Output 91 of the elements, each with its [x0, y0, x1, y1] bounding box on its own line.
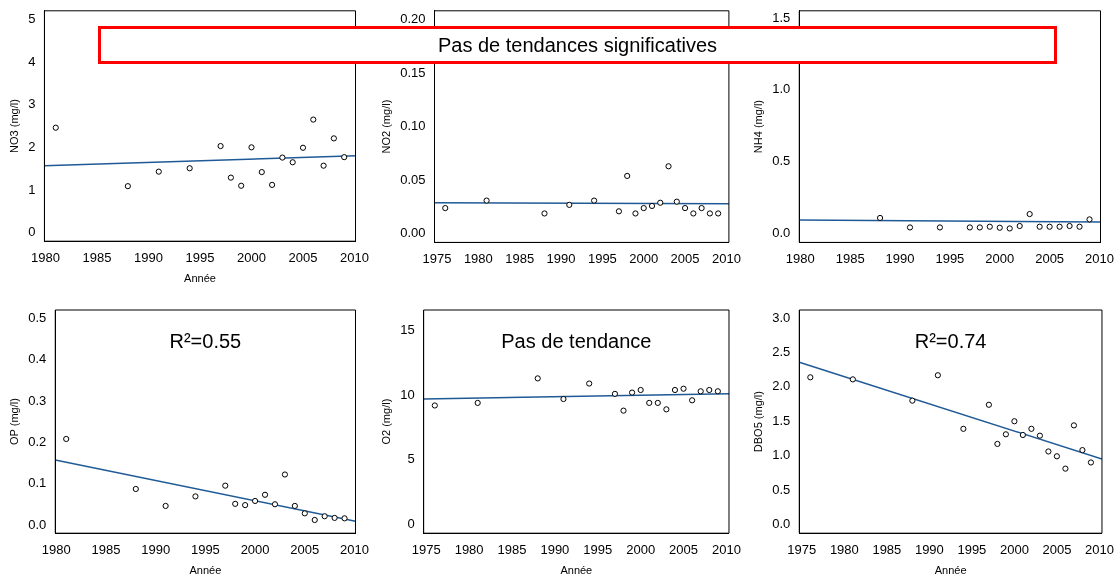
y-axis-title: OP (mg/l) [7, 398, 20, 446]
x-tick-label: 2005 [288, 249, 318, 265]
x-tick-label: 1990 [134, 249, 163, 265]
x-axis-title: Année [184, 272, 216, 285]
x-tick-label: 2000 [629, 250, 659, 266]
x-tick-label: 2010 [711, 250, 741, 266]
y-tick-label: 0.05 [400, 171, 426, 187]
y-tick-label: 4 [28, 53, 36, 69]
x-tick-label: 2000 [237, 249, 266, 265]
y-axis-title: NO2 (mg/l) [379, 99, 392, 154]
x-tick-label: 1995 [190, 541, 220, 557]
y-tick-label: 1.5 [772, 412, 791, 428]
x-tick-label: 1980 [829, 541, 859, 557]
annotation: R²=0.74 [914, 329, 987, 352]
x-tick-label: 1995 [587, 250, 617, 266]
x-tick-label: 1980 [41, 541, 71, 557]
y-tick-label: 0.00 [400, 225, 426, 241]
x-tick-label: 1985 [91, 541, 121, 557]
x-tick-label: 1990 [914, 541, 944, 557]
y-tick-label: 0.10 [400, 118, 426, 134]
x-tick-label: 2010 [1084, 541, 1114, 557]
x-tick-label: 2005 [1035, 250, 1065, 266]
y-tick-label: 0.5 [772, 153, 791, 169]
x-tick-label: 2010 [340, 541, 369, 557]
y-tick-label: 0.0 [772, 225, 791, 241]
y-tick-label: 2.0 [772, 378, 791, 394]
x-tick-label: 2000 [626, 541, 656, 557]
y-axis-title: NH4 (mg/l) [751, 100, 764, 154]
x-tick-label: 1985 [82, 249, 112, 265]
x-tick-label: 2005 [1042, 541, 1072, 557]
y-tick-label: 2 [28, 138, 36, 154]
x-tick-label: 1990 [885, 250, 915, 266]
x-tick-label: 1975 [422, 250, 452, 266]
y-tick-label: 0.5 [28, 309, 47, 325]
x-tick-label: 1980 [454, 541, 484, 557]
x-axis-title: Année [560, 564, 593, 577]
y-tick-label: 10 [400, 386, 415, 402]
y-tick-label: 15 [400, 322, 415, 338]
y-axis-title: O2 (mg/l) [379, 398, 392, 445]
y-tick-label: 3.0 [772, 309, 791, 325]
x-tick-label: 1980 [463, 250, 493, 266]
x-tick-label: 1995 [935, 250, 965, 266]
annotation: Pas de tendances significatives [98, 26, 1057, 64]
annotation: R²=0.55 [169, 329, 242, 352]
x-tick-label: 1995 [957, 541, 987, 557]
y-tick-label: 0.0 [28, 516, 47, 532]
x-tick-label: 2005 [669, 541, 698, 557]
x-tick-label: 1995 [185, 249, 215, 265]
y-tick-label: 0.1 [28, 475, 47, 491]
x-tick-label: 1990 [546, 250, 576, 266]
x-tick-label: 1985 [497, 541, 527, 557]
x-tick-label: 1980 [785, 250, 815, 266]
y-tick-label: 1.0 [772, 447, 791, 463]
x-tick-label: 1985 [505, 250, 535, 266]
x-tick-label: 2010 [340, 249, 369, 265]
y-tick-label: 0 [28, 224, 36, 240]
y-tick-label: 5 [407, 451, 415, 467]
y-tick-label: 0.5 [772, 481, 791, 497]
y-tick-label: 0 [407, 515, 415, 531]
x-tick-label: 2010 [1085, 250, 1114, 266]
y-tick-label: 3 [28, 96, 36, 112]
y-tick-label: 0.4 [28, 351, 47, 367]
y-tick-label: 1 [28, 181, 36, 197]
x-tick-label: 2010 [711, 541, 741, 557]
y-tick-label: 1.0 [772, 81, 791, 97]
x-tick-label: 1980 [31, 249, 60, 265]
x-tick-label: 1975 [787, 541, 817, 557]
y-tick-label: 0.2 [28, 433, 47, 449]
y-axis-title: NO3 (mg/l) [7, 99, 20, 153]
x-tick-label: 2005 [290, 541, 320, 557]
y-tick-label: 0.15 [400, 64, 426, 80]
x-tick-label: 1990 [141, 541, 171, 557]
x-tick-label: 2000 [240, 541, 270, 557]
x-tick-label: 1975 [411, 541, 441, 557]
x-tick-label: 1995 [583, 541, 613, 557]
x-axis-title: Année [934, 564, 967, 577]
y-axis-title: DBO5 (mg/l) [751, 391, 764, 453]
x-tick-label: 1985 [872, 541, 902, 557]
y-tick-label: 0.20 [400, 10, 426, 26]
x-tick-label: 2000 [999, 541, 1029, 557]
x-tick-label: 1990 [540, 541, 570, 557]
x-tick-label: 2005 [670, 250, 700, 266]
y-tick-label: 0.0 [772, 515, 791, 531]
y-tick-label: 0.3 [28, 392, 47, 408]
x-axis-title: Année [189, 564, 222, 577]
annotation: Pas de tendance [501, 329, 652, 352]
x-tick-label: 2000 [985, 250, 1015, 266]
y-tick-label: 2.5 [772, 344, 791, 360]
y-tick-label: 1.5 [772, 9, 791, 25]
y-tick-label: 5 [28, 10, 36, 26]
x-tick-label: 1985 [835, 250, 865, 266]
